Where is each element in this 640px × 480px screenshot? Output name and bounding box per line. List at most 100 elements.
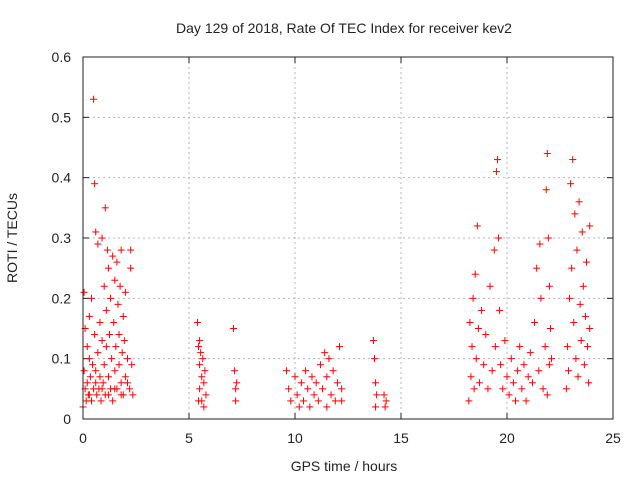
data-point: [112, 343, 120, 351]
data-point: [90, 95, 98, 103]
data-point: [310, 391, 318, 399]
data-point: [193, 318, 201, 326]
y-tick-label: 0.1: [52, 351, 72, 367]
data-point: [118, 349, 126, 357]
x-tick-label: 0: [79, 430, 87, 446]
data-point: [569, 156, 577, 164]
data-point: [85, 312, 93, 320]
data-point: [539, 385, 547, 393]
data-point: [295, 403, 303, 411]
data-point: [323, 403, 331, 411]
data-point: [91, 180, 99, 188]
data-point: [566, 294, 574, 302]
plot-frame: [82, 56, 614, 420]
data-point: [299, 397, 307, 405]
data-point: [338, 397, 346, 405]
data-point: [514, 367, 522, 375]
data-point: [544, 234, 552, 242]
data-point: [586, 222, 594, 230]
data-point: [316, 361, 324, 369]
data-point: [319, 385, 327, 393]
data-point: [382, 397, 390, 405]
data-point: [478, 306, 486, 314]
data-point: [546, 325, 554, 332]
data-point: [113, 258, 121, 266]
data-point: [312, 379, 320, 387]
data-point: [467, 373, 475, 381]
data-point: [563, 343, 571, 351]
data-point: [232, 385, 240, 393]
data-point: [127, 246, 135, 254]
data-point: [522, 397, 530, 405]
y-tick-label: 0: [63, 411, 71, 427]
data-point: [99, 379, 107, 387]
data-point: [104, 264, 112, 272]
data-point: [545, 282, 553, 290]
data-point: [121, 288, 129, 296]
data-point: [472, 355, 480, 363]
y-tick-label: 0.3: [52, 230, 72, 246]
data-point: [116, 282, 124, 290]
data-point: [232, 397, 240, 405]
data-point: [94, 240, 102, 248]
data-point: [115, 331, 123, 339]
data-point: [531, 318, 539, 326]
data-point: [543, 150, 551, 158]
data-point: [369, 337, 377, 345]
data-point: [196, 385, 204, 393]
data-point: [501, 337, 509, 345]
data-point: [109, 397, 117, 405]
data-point: [533, 264, 541, 272]
data-point: [486, 282, 494, 290]
data-point: [86, 373, 94, 381]
data-point: [230, 325, 238, 332]
data-point: [528, 379, 536, 387]
data-point: [96, 318, 104, 326]
data-point: [475, 379, 483, 387]
data-point: [120, 337, 128, 345]
data-point: [568, 264, 576, 272]
data-point: [85, 355, 93, 363]
data-point: [91, 331, 99, 339]
data-point: [537, 294, 545, 302]
y-tick-label: 0.4: [52, 170, 72, 186]
data-point: [308, 373, 316, 381]
data-point: [507, 355, 515, 363]
data-point: [511, 397, 519, 405]
data-point: [543, 391, 551, 399]
data-point: [109, 252, 117, 260]
data-point: [200, 403, 208, 411]
chart-title: Day 129 of 2018, Rate Of TEC Index for r…: [176, 20, 512, 36]
data-point: [575, 198, 583, 206]
data-point: [129, 391, 137, 399]
data-point: [198, 373, 206, 381]
data-point: [102, 343, 110, 351]
data-point: [520, 361, 528, 369]
data-point: [94, 349, 102, 357]
data-point: [586, 325, 594, 332]
data-point: [126, 385, 134, 393]
data-point: [524, 373, 532, 381]
data-point: [336, 343, 344, 351]
data-point: [287, 397, 295, 405]
data-point: [111, 385, 119, 393]
data-point: [541, 343, 549, 351]
data-point: [98, 337, 106, 345]
data-point: [482, 331, 490, 339]
data-point: [493, 156, 501, 164]
data-point: [372, 403, 380, 411]
data-point: [581, 312, 589, 320]
data-point: [196, 337, 204, 345]
x-tick-label: 15: [393, 430, 409, 446]
x-axis-label: GPS time / hours: [291, 458, 398, 474]
data-point: [571, 210, 579, 218]
data-point: [80, 288, 88, 296]
data-point: [304, 385, 312, 393]
data-point: [576, 300, 584, 308]
data-point: [80, 367, 88, 375]
data-point: [200, 379, 208, 387]
data-point: [92, 379, 100, 387]
data-point: [97, 397, 105, 405]
data-point: [124, 379, 132, 387]
data-point: [470, 385, 478, 393]
